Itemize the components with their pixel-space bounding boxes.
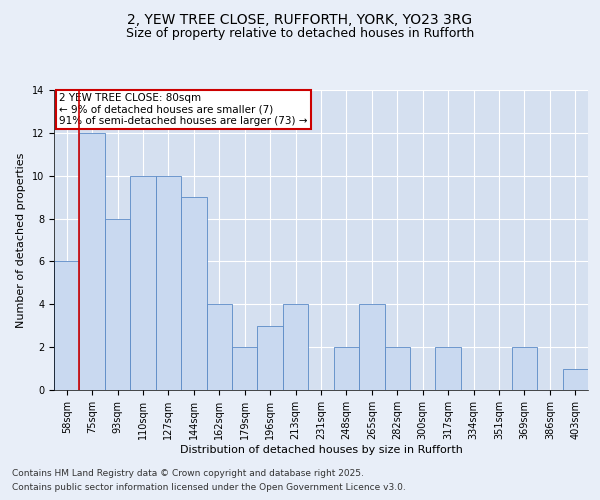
Bar [206,304,232,390]
Bar [359,304,385,390]
Bar [563,368,588,390]
Bar [156,176,181,390]
Bar [130,176,156,390]
Text: Contains public sector information licensed under the Open Government Licence v3: Contains public sector information licen… [12,484,406,492]
Bar [54,262,79,390]
Bar [283,304,308,390]
Text: 2, YEW TREE CLOSE, RUFFORTH, YORK, YO23 3RG: 2, YEW TREE CLOSE, RUFFORTH, YORK, YO23 … [127,12,473,26]
Bar [79,133,105,390]
Bar [385,347,410,390]
Text: Size of property relative to detached houses in Rufforth: Size of property relative to detached ho… [126,28,474,40]
X-axis label: Distribution of detached houses by size in Rufforth: Distribution of detached houses by size … [179,444,463,454]
Y-axis label: Number of detached properties: Number of detached properties [16,152,26,328]
Bar [334,347,359,390]
Bar [105,218,130,390]
Bar [232,347,257,390]
Bar [436,347,461,390]
Text: Contains HM Land Registry data © Crown copyright and database right 2025.: Contains HM Land Registry data © Crown c… [12,468,364,477]
Bar [181,197,206,390]
Bar [257,326,283,390]
Bar [512,347,537,390]
Text: 2 YEW TREE CLOSE: 80sqm
← 9% of detached houses are smaller (7)
91% of semi-deta: 2 YEW TREE CLOSE: 80sqm ← 9% of detached… [59,93,308,126]
